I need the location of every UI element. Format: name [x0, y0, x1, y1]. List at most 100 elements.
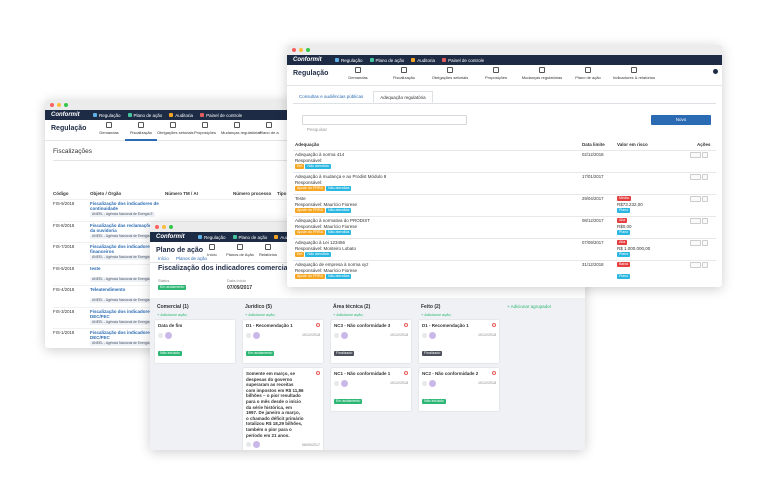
nav-item[interactable]: Plano de ação — [127, 113, 162, 118]
menu-item[interactable]: Mudanças regulatórias — [221, 121, 261, 139]
nav-item[interactable]: Regulação — [335, 58, 363, 63]
nav-item[interactable]: Plano de ação — [369, 58, 404, 63]
divider — [293, 150, 716, 151]
nav-item[interactable]: Regulação — [93, 113, 121, 118]
menu-item[interactable]: Obrigações setoriais — [427, 66, 473, 84]
row-object[interactable]: Fiscalização dos indicadores de continui… — [90, 201, 159, 212]
menu-icon — [266, 122, 272, 128]
row-object[interactable]: teste — [90, 265, 101, 271]
row-title[interactable]: Adequação à norma 414 — [295, 152, 345, 157]
card-date: 06/09/2017 — [302, 442, 320, 447]
nav-icon — [442, 58, 447, 62]
menu-item[interactable]: Obrigações setoriais — [157, 121, 193, 139]
menu-item[interactable]: Planos de Ação — [226, 243, 254, 261]
nav-item[interactable]: Auditoria — [411, 58, 435, 63]
row-object[interactable]: Teleatendimento — [90, 287, 126, 292]
row-title[interactable]: Adequação à normativa do PRODIST — [295, 218, 371, 223]
action-menu[interactable] — [690, 196, 701, 202]
action-card[interactable]: D1 - Recomendação 1 10/12/2018 Em andament… — [243, 320, 323, 363]
row-object[interactable]: Fiscalização dos indicadores financeiros — [90, 244, 153, 255]
menu-item[interactable]: Demandas — [335, 66, 381, 84]
action-menu[interactable] — [690, 174, 701, 180]
row-title[interactable]: Adequação à Lei 123456 — [295, 240, 346, 245]
card-date: 10/12/2018 — [390, 381, 408, 386]
nav-icon — [200, 113, 205, 117]
action-dropdown[interactable] — [702, 174, 708, 180]
nav-label: Auditoria — [417, 57, 436, 63]
card-date: 10/12/2018 — [390, 333, 408, 338]
breadcrumb-2[interactable]: Planos de ação — [176, 256, 208, 261]
action-card[interactable]: Data de fim Não iniciado — [155, 320, 235, 363]
tab[interactable]: Adequação regulatória — [373, 91, 433, 103]
tab[interactable]: Consultas e audiências públicas — [299, 94, 364, 99]
menu-item[interactable]: Proposições — [189, 121, 221, 139]
divider — [293, 238, 716, 239]
action-card[interactable]: Somente em março, se despesas do governo… — [243, 368, 323, 450]
nav-icon — [198, 235, 202, 239]
tag: Plano — [617, 274, 631, 279]
menu-item[interactable]: Mudanças regulatórias — [519, 66, 565, 84]
tag: Ajuste do PRRA — [295, 186, 325, 191]
nav-icon — [169, 113, 174, 117]
search-input[interactable]: Pesquisar — [302, 115, 467, 132]
add-group[interactable]: + Adicionar agrupador — [507, 304, 552, 309]
menu-item[interactable]: Proposições — [473, 66, 519, 84]
action-dropdown[interactable] — [702, 152, 708, 158]
nav-item[interactable]: Auditoria — [169, 113, 193, 118]
menu-item[interactable]: Indicadores & relatórios — [611, 66, 657, 84]
menu-item[interactable]: Início — [198, 243, 226, 261]
action-card[interactable]: D1 - Recomendação 1 10/12/2018 Finalizado — [419, 320, 499, 363]
action-card[interactable]: NC1 - Não conformidade 1 10/12/2018 Em and… — [331, 368, 411, 411]
add-action[interactable]: + Adicionar ação — [333, 312, 363, 317]
nav-item[interactable]: Plano de ação — [232, 235, 267, 240]
menu-icon — [401, 67, 407, 73]
nav-item[interactable]: Painel de controle — [200, 113, 242, 118]
avatar — [341, 331, 348, 339]
nav-item[interactable]: Regulação — [198, 235, 226, 240]
tag: Em andamento — [334, 398, 363, 404]
add-action[interactable]: + Adicionar ação — [245, 312, 275, 317]
action-menu[interactable] — [690, 240, 701, 246]
row-title[interactable]: Adequação à mudança e ao Prodist Módulo … — [295, 174, 387, 179]
row-object[interactable]: Fiscalização dos indicadores de DEC/FEC — [90, 308, 159, 319]
tag: Não atendida — [325, 274, 352, 279]
action-menu[interactable] — [690, 262, 701, 268]
start-date: 07/09/2017 — [227, 285, 253, 291]
action-card[interactable]: NC3 - Não conformidade 3 10/12/2018 Finali… — [331, 320, 411, 363]
card-status: Finalizado — [422, 341, 496, 359]
menu-item[interactable]: Demandas — [93, 121, 125, 139]
menu-item[interactable]: Plano de a — [253, 121, 285, 139]
add-action[interactable]: + Adicionar ação — [421, 312, 451, 317]
nav-item[interactable]: Painel de controle — [442, 58, 484, 63]
menu-item[interactable]: Relatórios — [254, 243, 282, 261]
menu-icon — [106, 122, 112, 128]
new-button[interactable]: Novo — [651, 115, 711, 125]
menu-item[interactable]: Fiscalização — [381, 66, 427, 84]
nav-icon — [274, 235, 279, 239]
row-code: FIS-5/2018 — [53, 265, 75, 271]
action-dropdown[interactable] — [702, 218, 708, 224]
action-card[interactable]: NC2 - Não conformidade 2 10/12/2018 Não in… — [419, 368, 499, 411]
action-menu[interactable] — [690, 152, 701, 158]
action-menu[interactable] — [690, 218, 701, 224]
nav-bar: Conformit Regulação Plano de ação Auditoria… — [45, 110, 307, 120]
card-status: Finalizado — [334, 341, 408, 359]
card-meta: 10/12/2018 — [246, 331, 320, 339]
divider — [293, 260, 716, 261]
action-dropdown[interactable] — [702, 240, 708, 246]
kanban-column: Feito (2) + Adicionar ação D1 - Recomendaç… — [419, 300, 501, 450]
row-tags: Em Não atendida — [295, 252, 331, 257]
action-dropdown[interactable] — [702, 196, 708, 202]
row-object[interactable]: Fiscalização das reclamações da ouvidori… — [90, 222, 155, 233]
row-object[interactable]: Fiscalização dos indicadores de DEC/FEC — [90, 330, 159, 341]
menu-item[interactable]: Plano de ação — [565, 66, 611, 84]
row-title[interactable]: Teste — [295, 196, 306, 201]
action-dropdown[interactable] — [702, 262, 708, 268]
menu-item[interactable]: Fiscalização — [125, 121, 157, 139]
row-title[interactable]: Adequação de empresa à norma xyz — [295, 262, 369, 267]
window-dot — [169, 225, 173, 229]
card-meta: 10/12/2018 — [334, 379, 408, 387]
avatar — [341, 379, 348, 387]
breadcrumb-1[interactable]: Início — [158, 256, 169, 261]
add-action[interactable]: + Adicionar ação — [157, 312, 187, 317]
